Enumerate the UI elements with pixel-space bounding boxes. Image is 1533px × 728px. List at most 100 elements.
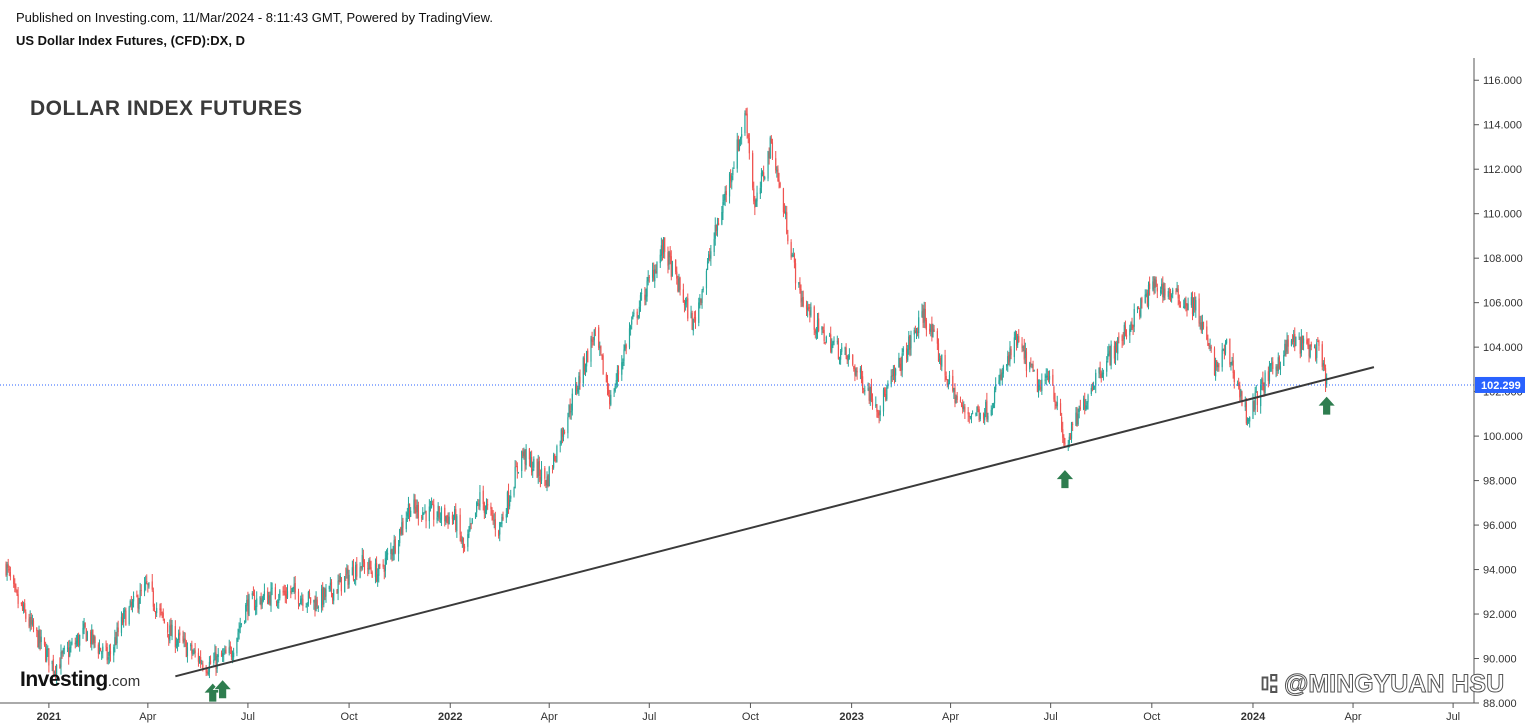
x-tick-label: 2021 [37, 711, 61, 723]
candle [936, 328, 938, 351]
candle [855, 367, 857, 377]
candle [594, 327, 596, 337]
candle [246, 595, 248, 612]
candle [328, 585, 330, 592]
candle [352, 559, 355, 582]
candle [1202, 321, 1205, 330]
candle [1021, 337, 1023, 353]
candle [275, 600, 278, 607]
candle [1194, 292, 1196, 313]
candle [223, 648, 225, 663]
candle [179, 626, 181, 643]
candle [351, 560, 353, 576]
candle [876, 404, 878, 418]
candle [910, 330, 912, 356]
candle [944, 349, 946, 382]
candle [183, 631, 185, 648]
candle [1167, 288, 1169, 300]
x-tick-label: Oct [1143, 711, 1160, 723]
candle [356, 557, 358, 581]
candle [123, 607, 125, 628]
candle [546, 471, 548, 492]
candle [1007, 350, 1009, 372]
published-info: Published on Investing.com, 11/Mar/2024 … [16, 10, 493, 25]
candle [24, 599, 26, 613]
candle [777, 165, 779, 182]
candle [602, 353, 604, 375]
candle [1253, 400, 1255, 412]
candle [1117, 336, 1119, 361]
candle [124, 607, 126, 619]
candle [406, 507, 408, 522]
candle [1218, 363, 1220, 372]
candle [677, 275, 679, 293]
candle [1045, 368, 1047, 386]
candle [577, 385, 579, 395]
candle [1175, 288, 1177, 295]
candle [814, 328, 816, 339]
candle [228, 639, 230, 656]
candle [669, 246, 671, 265]
candle [593, 329, 595, 346]
candle [818, 312, 820, 333]
x-tick-label: Apr [1344, 711, 1361, 723]
candle [916, 327, 919, 337]
candle [748, 133, 750, 160]
candle [6, 561, 8, 581]
candle [1272, 357, 1274, 375]
candle [1132, 324, 1134, 335]
candle [621, 355, 623, 381]
candle [722, 194, 724, 221]
candle [1178, 294, 1180, 308]
candle [474, 512, 477, 519]
candle [369, 556, 371, 570]
candle [284, 584, 286, 604]
candle [479, 485, 481, 511]
candle [213, 652, 215, 668]
candle [322, 582, 324, 611]
candle [1095, 369, 1097, 394]
candle [1185, 296, 1187, 312]
candle [336, 588, 338, 594]
x-tick-label: 2024 [1241, 711, 1266, 723]
candle [575, 377, 577, 395]
candle [1176, 281, 1178, 293]
candle [70, 641, 72, 653]
candle [632, 311, 634, 320]
candle [300, 595, 302, 605]
investing-logo: Investing.com [20, 668, 140, 692]
candle [646, 276, 648, 302]
candle [256, 591, 258, 615]
candle [259, 596, 261, 605]
candle [143, 577, 146, 597]
candle [92, 629, 94, 645]
candle [724, 186, 726, 207]
candle [437, 502, 439, 521]
candle [753, 181, 755, 205]
candle [278, 593, 280, 609]
candle [422, 507, 424, 521]
candle [410, 507, 412, 517]
candle [879, 405, 881, 422]
candle [852, 354, 854, 367]
candle [1125, 329, 1128, 340]
candle [51, 660, 53, 672]
candle [82, 620, 84, 639]
candle [407, 496, 410, 520]
candle [667, 246, 669, 274]
candle [1077, 408, 1079, 426]
candle [484, 505, 487, 519]
candle [167, 622, 169, 638]
candle [625, 343, 627, 355]
candle [16, 589, 18, 596]
candle [1293, 329, 1295, 348]
candle [779, 181, 781, 189]
candle [624, 340, 626, 352]
logo-suffix: .com [107, 673, 141, 690]
candle [1146, 289, 1149, 308]
candle [1100, 370, 1102, 383]
candle [529, 451, 532, 468]
candle [640, 288, 643, 301]
candle [193, 648, 195, 655]
